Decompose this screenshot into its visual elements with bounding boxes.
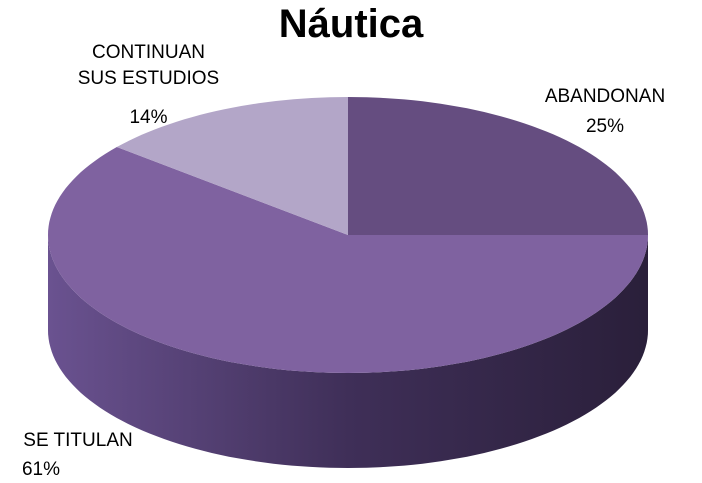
slice <box>348 97 648 235</box>
slice <box>116 97 348 235</box>
chart-title: Náutica <box>278 2 424 46</box>
slice-value-label: 25% <box>585 116 625 137</box>
slice-value-label: 14% <box>129 107 168 128</box>
slice-label: SE TITULAN <box>23 430 133 451</box>
slice-side <box>48 235 648 468</box>
slice-value-label: 61% <box>21 459 61 480</box>
slice <box>48 147 648 373</box>
slice-label: ABANDONAN <box>544 86 666 107</box>
slice-label: CONTINUAN SUS ESTUDIOS <box>77 42 220 89</box>
